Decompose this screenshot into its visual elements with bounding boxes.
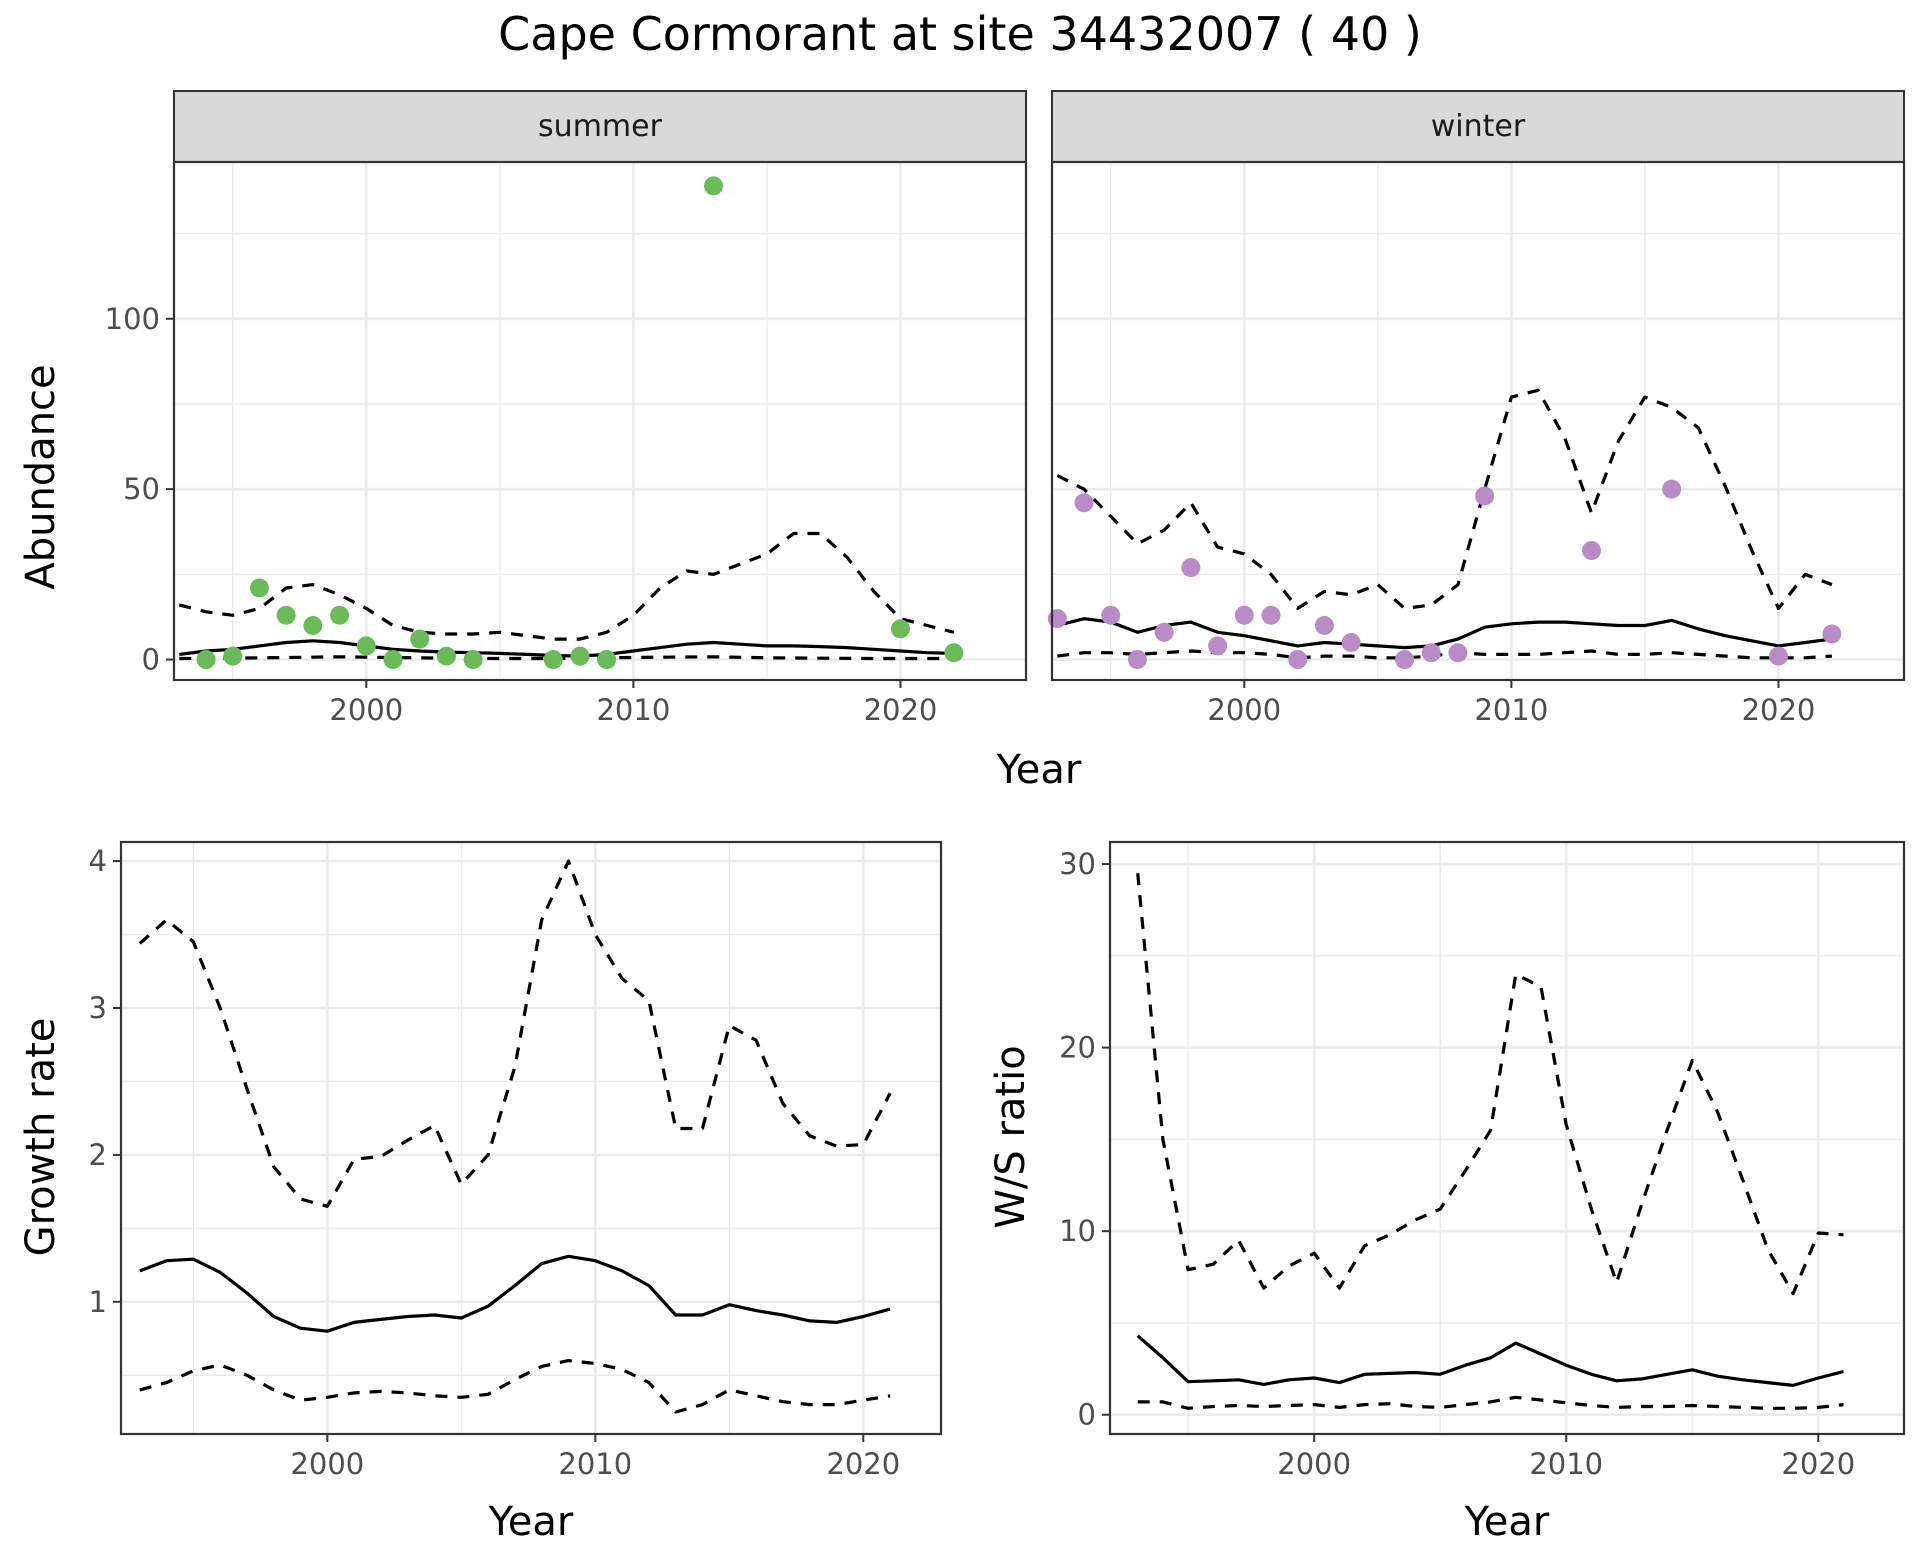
x-tick-label: 2020	[1781, 1447, 1855, 1481]
interval-line-dashed	[139, 1358, 891, 1414]
data-point	[249, 578, 269, 598]
plot-background	[174, 162, 1026, 680]
data-point	[1662, 479, 1682, 499]
interval-line-dashed	[1057, 649, 1833, 660]
data-point	[1154, 622, 1174, 642]
x-tick-label: 2020	[1742, 693, 1816, 727]
data-point	[1261, 605, 1281, 625]
plot-background	[1110, 842, 1904, 1434]
data-point	[1341, 633, 1361, 653]
trend-line-solid	[139, 1254, 891, 1333]
plot-background	[121, 842, 941, 1434]
y-tick-label: 10	[1059, 1214, 1096, 1248]
x-tick-label: 2010	[596, 693, 670, 727]
data-point	[1101, 605, 1121, 625]
y-tick-label: 50	[123, 472, 160, 506]
data-point	[1768, 646, 1788, 666]
growth-x-axis-title: Year	[488, 1499, 574, 1545]
ws-x-axis-title: Year	[1464, 1499, 1550, 1545]
data-point	[1314, 615, 1334, 635]
panel-growth-rate: 2000 2010 2020 1 2 3 4	[89, 840, 943, 1481]
x-tick-label: 2010	[558, 1447, 632, 1481]
top-y-axis-title: Abundance	[18, 364, 64, 589]
y-tick-label: 0	[142, 643, 160, 677]
data-point	[1448, 643, 1468, 663]
data-point	[944, 643, 964, 663]
data-point	[410, 629, 430, 649]
data-point	[1047, 609, 1067, 629]
y-tick-label: 30	[1059, 847, 1096, 881]
data-point	[436, 646, 456, 666]
plot-border	[1108, 840, 1906, 1436]
data-point	[330, 605, 350, 625]
data-point	[356, 636, 376, 656]
x-tick-label: 2020	[864, 693, 938, 727]
x-tick-label: 2000	[1207, 693, 1281, 727]
y-tick-label: 3	[89, 991, 107, 1025]
top-x-axis-title: Year	[996, 747, 1082, 793]
plot-border	[1050, 160, 1906, 682]
x-tick-label: 2010	[1474, 693, 1548, 727]
data-point	[223, 646, 243, 666]
data-point	[1181, 558, 1201, 578]
data-point	[383, 650, 403, 670]
strip-summer	[173, 90, 1027, 163]
interval-line-dashed	[138, 859, 892, 1208]
data-point	[890, 619, 910, 639]
strip-label-summer: summer	[538, 109, 663, 144]
trend-line-solid	[179, 639, 954, 658]
growth-y-axis-title: Growth rate	[18, 1018, 64, 1257]
x-tick-label: 2000	[329, 693, 403, 727]
data-point	[1822, 624, 1842, 644]
interval-line-dashed	[1137, 1395, 1844, 1410]
x-tick-label: 2000	[290, 1447, 364, 1481]
y-tick-label: 0	[1078, 1398, 1096, 1432]
ws-y-axis-title: W/S ratio	[988, 1045, 1034, 1228]
interval-line-dashed	[1136, 873, 1844, 1296]
plot-background	[1052, 162, 1904, 680]
y-tick-label: 20	[1059, 1031, 1096, 1065]
data-point	[704, 176, 724, 196]
data-point	[1127, 650, 1147, 670]
data-point	[1582, 541, 1602, 560]
data-point	[570, 646, 590, 666]
y-tick-label: 4	[89, 844, 107, 878]
panel-ws-ratio: 2000 2010 2020 0 10 20 30	[1059, 840, 1906, 1481]
data-point	[1074, 493, 1094, 513]
strip-label-winter: winter	[1431, 109, 1526, 144]
panel-winter: winter 2000 2010 2020	[1047, 90, 1906, 727]
data-point	[196, 650, 216, 670]
x-tick-label: 2010	[1529, 1447, 1603, 1481]
data-point	[1395, 650, 1415, 670]
data-point	[1208, 636, 1228, 656]
trend-line-solid	[1136, 1334, 1844, 1388]
interval-line-dashed	[178, 531, 955, 641]
data-point	[463, 650, 483, 670]
y-tick-label: 1	[89, 1285, 107, 1319]
data-point	[276, 605, 296, 625]
data-point	[1475, 486, 1495, 506]
y-tick-label: 100	[105, 302, 160, 336]
y-tick-label: 2	[89, 1138, 107, 1172]
plot-border	[119, 840, 943, 1436]
panel-summer: summer 2000 2010 2020 0 50 100	[105, 90, 1028, 727]
data-point	[303, 615, 323, 635]
x-tick-label: 2020	[826, 1447, 900, 1481]
chart-title: Cape Cormorant at site 34432007 ( 40 )	[498, 7, 1422, 61]
data-point	[1288, 650, 1308, 670]
plot-border	[172, 160, 1028, 682]
data-point	[543, 650, 563, 670]
x-tick-label: 2000	[1277, 1447, 1351, 1481]
data-point	[1421, 643, 1441, 663]
trend-line-solid	[1056, 617, 1833, 650]
data-point	[1234, 605, 1254, 625]
data-point	[597, 650, 617, 670]
